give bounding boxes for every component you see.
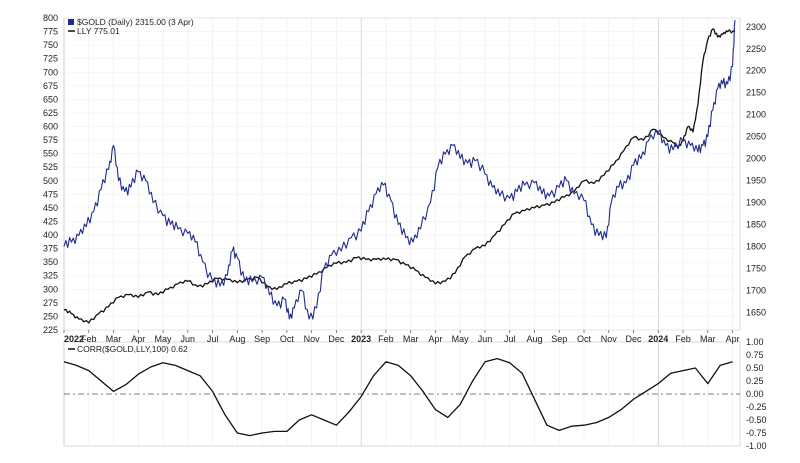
- right-tick-label: 2000: [746, 154, 766, 164]
- right-tick-label: 2300: [746, 22, 766, 32]
- right-tick-label: 2250: [746, 44, 766, 54]
- left-tick-label: 275: [43, 298, 58, 308]
- x-tick-label: Jul: [504, 334, 516, 344]
- x-tick-label: Jun: [478, 334, 493, 344]
- left-tick-label: 675: [43, 81, 58, 91]
- x-tick-label: May: [452, 334, 470, 344]
- left-tick-label: 425: [43, 216, 58, 226]
- right-tick-label: 2100: [746, 110, 766, 120]
- x-tick-label: Apr: [428, 334, 442, 344]
- right-tick-label: 1900: [746, 198, 766, 208]
- x-tick-label: Dec: [626, 334, 643, 344]
- x-tick-label: Apr: [131, 334, 145, 344]
- left-tick-label: 600: [43, 122, 58, 132]
- x-tick-label: Apr: [726, 334, 740, 344]
- lly-series-line: [63, 28, 736, 324]
- main-legend: $GOLD (Daily) 2315.00 (3 Apr) LLY 775.01: [68, 17, 194, 36]
- x-tick-label: Nov: [601, 334, 618, 344]
- correlation-tick-label: 1.00: [746, 337, 764, 347]
- correlation-tick-label: 0.25: [746, 376, 764, 386]
- x-tick-label: Mar: [106, 334, 122, 344]
- x-tick-label: Feb: [81, 334, 97, 344]
- corr-legend-label: CORR($GOLD,LLY,100) 0.62: [77, 344, 188, 354]
- correlation-tick-label: -0.25: [746, 402, 767, 412]
- left-tick-label: 350: [43, 257, 58, 267]
- correlation-tick-label: 0.50: [746, 363, 764, 373]
- x-tick-label: Nov: [304, 334, 321, 344]
- left-tick-label: 800: [43, 13, 58, 23]
- gold-series-line: [63, 20, 736, 320]
- correlation-tick-label: 0.75: [746, 350, 764, 360]
- x-tick-label: Jul: [207, 334, 219, 344]
- right-tick-label: 1800: [746, 242, 766, 252]
- right-tick-label: 1650: [746, 307, 766, 317]
- correlation-tick-label: -0.50: [746, 415, 767, 425]
- x-tick-label: Feb: [675, 334, 691, 344]
- left-tick-label: 550: [43, 149, 58, 159]
- left-tick-label: 400: [43, 230, 58, 240]
- correlation-tick-label: -1.00: [746, 441, 767, 451]
- x-tick-label: Feb: [378, 334, 394, 344]
- correlation-tick-label: 0.00: [746, 389, 764, 399]
- x-tick-label: 2024: [648, 334, 668, 344]
- gold-legend-label: $GOLD (Daily) 2315.00 (3 Apr): [77, 17, 194, 27]
- left-tick-label: 450: [43, 203, 58, 213]
- x-tick-label: 2022: [64, 334, 84, 344]
- main-plot-area: [63, 17, 741, 331]
- x-tick-label: May: [155, 334, 173, 344]
- x-tick-label: Mar: [403, 334, 419, 344]
- correlation-tick-label: -0.75: [746, 428, 767, 438]
- correlation-series-line: [63, 357, 733, 437]
- correlation-legend: CORR($GOLD,LLY,100) 0.62: [68, 344, 188, 354]
- gold-legend-swatch: [68, 19, 74, 25]
- x-tick-label: Aug: [526, 334, 542, 344]
- left-tick-label: 375: [43, 244, 58, 254]
- right-tick-label: 2200: [746, 66, 766, 76]
- left-tick-label: 650: [43, 94, 58, 104]
- right-axis-ticks: 2300 2250 2200 2150 2100 2050 2000 1950 1900 1850…: [746, 22, 766, 318]
- x-tick-label: Dec: [328, 334, 345, 344]
- x-tick-label: Mar: [700, 334, 716, 344]
- left-tick-label: 250: [43, 311, 58, 321]
- x-tick-label: Sep: [551, 334, 567, 344]
- gold-line-path: [63, 20, 736, 320]
- left-tick-label: 725: [43, 54, 58, 64]
- x-tick-label: Oct: [577, 334, 592, 344]
- left-tick-label: 525: [43, 162, 58, 172]
- left-tick-label: 325: [43, 271, 58, 281]
- right-tick-label: 1750: [746, 263, 766, 273]
- correlation-line-path: [63, 357, 733, 437]
- left-tick-label: 750: [43, 40, 58, 50]
- lly-line-path: [63, 28, 736, 324]
- right-tick-label: 1700: [746, 285, 766, 295]
- right-tick-label: 2050: [746, 132, 766, 142]
- left-tick-label: 225: [43, 325, 58, 335]
- left-tick-label: 475: [43, 189, 58, 199]
- left-tick-label: 575: [43, 135, 58, 145]
- left-tick-label: 775: [43, 27, 58, 37]
- x-tick-label: Aug: [229, 334, 245, 344]
- right-tick-label: 2150: [746, 88, 766, 98]
- x-tick-label: Oct: [280, 334, 295, 344]
- left-tick-label: 500: [43, 176, 58, 186]
- left-tick-label: 700: [43, 67, 58, 77]
- left-tick-label: 300: [43, 284, 58, 294]
- right-tick-label: 1950: [746, 176, 766, 186]
- left-tick-label: 625: [43, 108, 58, 118]
- x-tick-label: Sep: [254, 334, 270, 344]
- right-tick-label: 1850: [746, 220, 766, 230]
- left-axis-ticks: 800 775 750 725 700 675 650 625 600 575 550 525 500 4…: [43, 13, 58, 335]
- x-tick-label: 2023: [351, 334, 371, 344]
- lly-legend-label: LLY 775.01: [77, 26, 120, 36]
- correlation-axis-ticks: 1.00 0.75 0.50 0.25 0.00 -0.25 -0.50 -0.75 -1.00: [746, 337, 767, 451]
- x-tick-label: Jun: [181, 334, 196, 344]
